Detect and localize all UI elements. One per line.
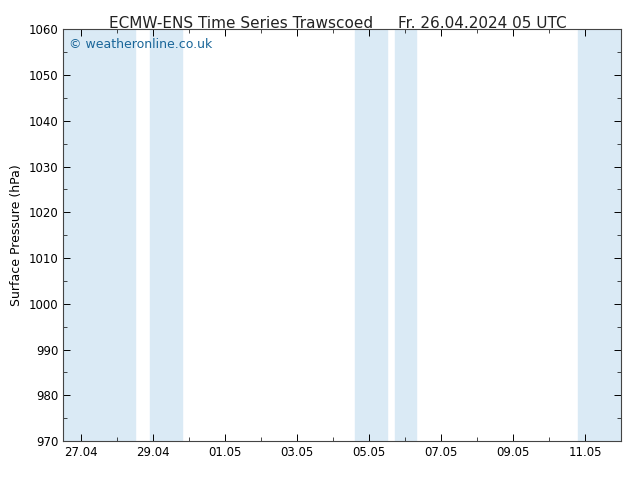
Text: Fr. 26.04.2024 05 UTC: Fr. 26.04.2024 05 UTC (398, 16, 566, 31)
Bar (150, 29, 182, 441)
Bar (578, 29, 621, 441)
Bar (355, 29, 387, 441)
Bar (394, 29, 416, 441)
Text: ECMW-ENS Time Series Trawscoed: ECMW-ENS Time Series Trawscoed (109, 16, 373, 31)
Y-axis label: Surface Pressure (hPa): Surface Pressure (hPa) (10, 164, 23, 306)
Text: © weatheronline.co.uk: © weatheronline.co.uk (69, 38, 212, 51)
Bar (63, 29, 136, 441)
